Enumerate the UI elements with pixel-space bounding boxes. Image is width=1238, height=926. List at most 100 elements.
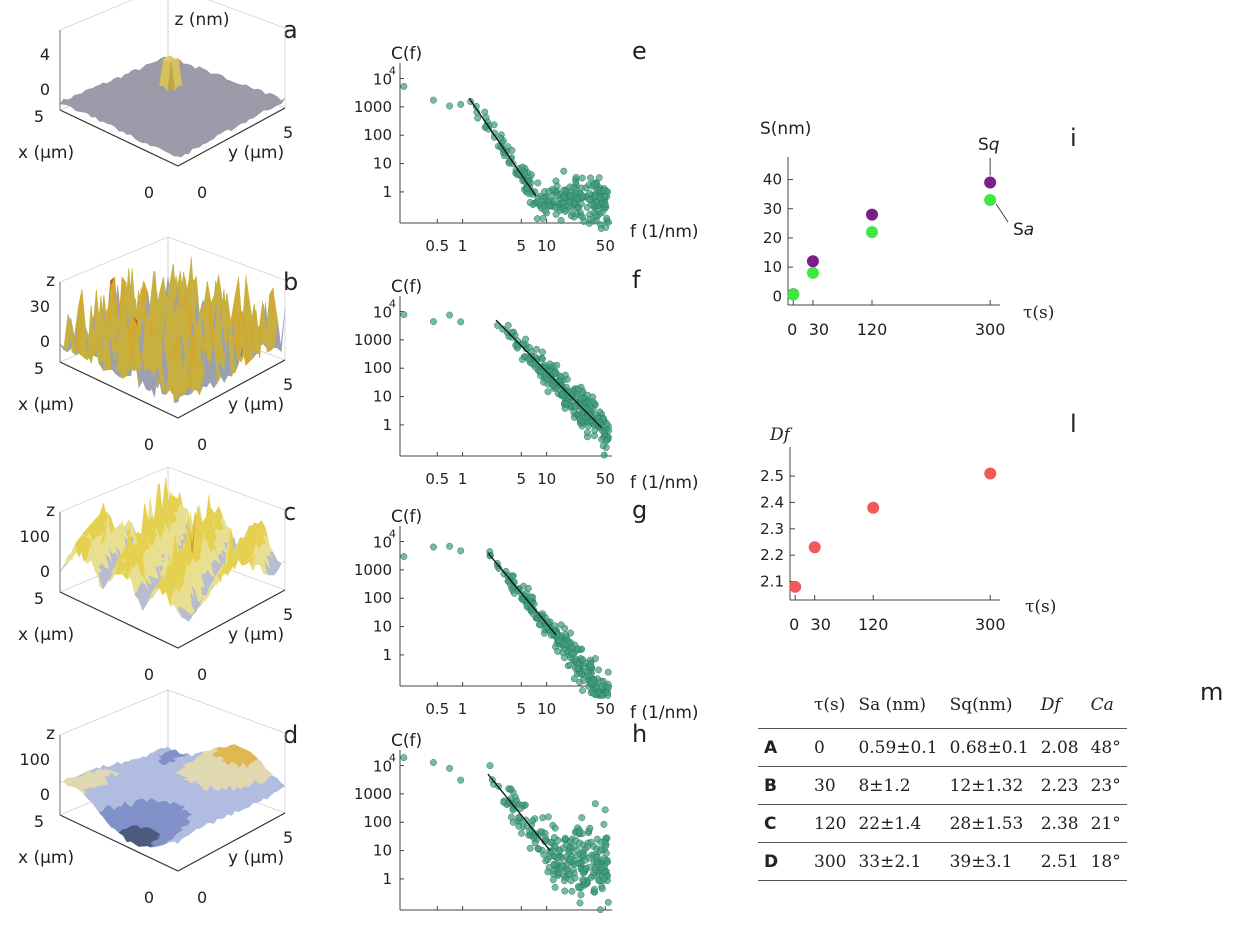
cell-df: 2.51 bbox=[1040, 851, 1079, 872]
z-axis-label: z bbox=[46, 271, 55, 291]
y-tick-label: 100 bbox=[363, 813, 392, 831]
data-point bbox=[581, 856, 589, 864]
z-tick-label: 0 bbox=[40, 80, 50, 99]
x-axis-label: τ(s) bbox=[1025, 597, 1056, 617]
data-point bbox=[585, 181, 593, 189]
data-point bbox=[526, 199, 534, 207]
y-tick-label: 0 bbox=[197, 435, 207, 454]
data-point bbox=[429, 543, 437, 551]
cell-df: 2.08 bbox=[1040, 737, 1079, 758]
x-axis-label: τ(s) bbox=[1023, 303, 1054, 323]
y-tick-label: 1000 bbox=[354, 785, 392, 803]
data-point bbox=[554, 191, 562, 199]
x-tick-label: 0.5 bbox=[425, 470, 449, 488]
cell-sa: 0.59±0.1 bbox=[858, 737, 938, 758]
data-point bbox=[576, 395, 584, 403]
data-point bbox=[590, 689, 597, 697]
y-axis-label: y (µm) bbox=[228, 848, 284, 868]
data-point bbox=[551, 824, 559, 832]
data-point bbox=[457, 776, 465, 784]
data-point bbox=[604, 898, 612, 906]
y-tick-label: 5 bbox=[283, 605, 293, 624]
x-tick-label: 0.5 bbox=[425, 237, 449, 255]
data-point bbox=[544, 856, 552, 863]
fit-line bbox=[495, 319, 602, 429]
data-point bbox=[400, 754, 408, 762]
y-tick-label: 0 bbox=[197, 888, 207, 907]
data-point bbox=[446, 102, 454, 110]
data-point bbox=[546, 360, 554, 368]
z-axis-label: z bbox=[46, 501, 55, 521]
data-point bbox=[599, 187, 607, 195]
psd-points bbox=[400, 83, 612, 232]
x-tick-label: 0 bbox=[787, 320, 797, 339]
data-point bbox=[595, 174, 603, 182]
data-point bbox=[573, 210, 581, 218]
panel-letter: a bbox=[283, 16, 298, 44]
y-tick-label: 5 bbox=[283, 828, 293, 847]
y-tick-label: 2.5 bbox=[760, 467, 784, 485]
data-point bbox=[561, 404, 569, 412]
x-tick-label: 10 bbox=[537, 237, 556, 255]
y-tick-label: 1 bbox=[382, 646, 392, 664]
x-tick-label: 30 bbox=[811, 615, 831, 634]
y-tick-label-exp: 4 bbox=[389, 528, 396, 541]
cell-ca: 48° bbox=[1090, 737, 1121, 758]
data-point bbox=[605, 427, 613, 434]
x-axis-label: x (µm) bbox=[18, 625, 74, 645]
y-tick-label: 30 bbox=[763, 200, 782, 218]
data-point bbox=[984, 467, 997, 480]
data-point bbox=[553, 853, 561, 861]
surface-mesh bbox=[59, 55, 286, 158]
x-axis-label: f (1/nm) bbox=[630, 473, 699, 493]
y-tick-label: 5 bbox=[283, 123, 293, 142]
data-point bbox=[587, 680, 595, 687]
panel-letter: e bbox=[632, 37, 647, 65]
cell-sa: 33±2.1 bbox=[858, 851, 922, 872]
x-tick-label: 5 bbox=[517, 700, 527, 718]
data-point bbox=[534, 845, 542, 853]
data-point bbox=[572, 836, 580, 844]
z-tick-label: 100 bbox=[19, 750, 50, 769]
data-point bbox=[866, 226, 879, 239]
y-tick-label: 100 bbox=[363, 589, 392, 607]
data-point bbox=[545, 187, 553, 195]
y-tick-label-exp: 4 bbox=[389, 65, 396, 78]
x-tick-label: 50 bbox=[596, 470, 615, 488]
data-point bbox=[576, 828, 583, 836]
data-point bbox=[789, 580, 802, 593]
x-tick-label: 0 bbox=[144, 435, 154, 454]
data-point bbox=[601, 806, 609, 814]
data-point bbox=[551, 843, 559, 851]
row-id: C bbox=[764, 813, 777, 834]
cell-sa: 22±1.4 bbox=[858, 813, 922, 834]
data-point bbox=[582, 864, 590, 872]
series-label-sq: Sq bbox=[978, 135, 1000, 155]
data-point bbox=[593, 835, 601, 843]
x-tick-label: 0 bbox=[789, 615, 799, 634]
x-tick-label: 1 bbox=[458, 700, 468, 718]
data-point bbox=[551, 622, 559, 630]
row-id: D bbox=[764, 851, 779, 872]
data-point bbox=[551, 204, 559, 211]
data-point bbox=[486, 762, 494, 770]
data-point bbox=[565, 870, 573, 878]
z-axis-label: z (nm) bbox=[175, 10, 230, 30]
cell-tau: 120 bbox=[814, 813, 847, 834]
data-point bbox=[561, 834, 569, 842]
data-point bbox=[569, 184, 577, 192]
y-tick-label: 10 bbox=[763, 258, 782, 276]
data-point bbox=[578, 814, 586, 822]
y-tick-label-exp: 4 bbox=[389, 298, 396, 311]
y-tick-label-exp: 4 bbox=[389, 752, 396, 765]
z-tick-label: 30 bbox=[30, 297, 50, 316]
data-point bbox=[600, 875, 608, 883]
y-tick-label: 1000 bbox=[354, 331, 392, 349]
data-point bbox=[400, 311, 408, 319]
